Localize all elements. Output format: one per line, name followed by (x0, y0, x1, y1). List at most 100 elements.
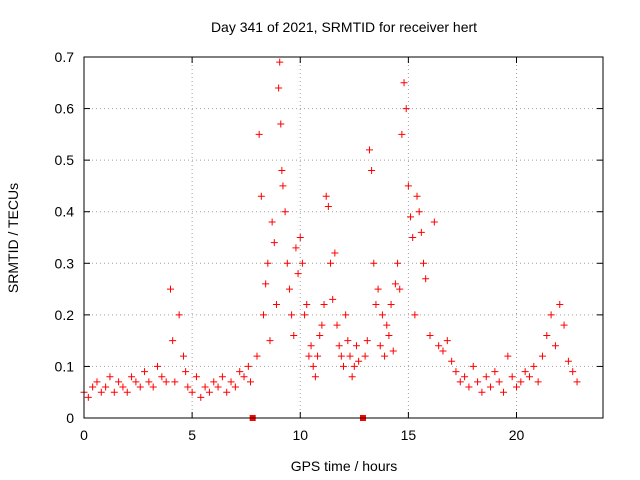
data-point (296, 234, 304, 241)
data-point (255, 130, 263, 138)
data-point (411, 311, 419, 319)
data-point (543, 331, 551, 339)
data-point (145, 378, 153, 386)
data-point (340, 362, 347, 370)
data-point (288, 311, 296, 319)
data-point (504, 352, 512, 360)
data-point (247, 378, 255, 386)
data-point (231, 383, 239, 391)
data-point (311, 373, 319, 381)
y-tick-label: 0.6 (55, 101, 75, 117)
data-point (413, 192, 421, 200)
data-point (136, 383, 144, 391)
plot-frame (83, 56, 604, 419)
data-point (303, 301, 311, 309)
data-point (318, 321, 326, 329)
data-point (409, 234, 417, 241)
data-point (439, 347, 447, 355)
data-point (240, 373, 248, 381)
data-point (547, 311, 555, 319)
data-point (175, 311, 183, 319)
data-point (307, 342, 315, 350)
data-point (262, 280, 270, 288)
data-point (337, 352, 345, 360)
data-point (331, 249, 339, 257)
y-tick-label: 0 (66, 410, 74, 426)
data-point (290, 331, 298, 339)
data-point (244, 362, 252, 370)
data-point (417, 228, 425, 236)
data-point (474, 378, 482, 386)
data-point (573, 378, 581, 386)
data-point (257, 192, 265, 200)
data-point (84, 393, 92, 401)
data-point (236, 368, 244, 376)
y-axis-label: SRMTID / TECUs (5, 183, 21, 293)
data-point (396, 285, 404, 293)
y-tick-label: 0.1 (55, 358, 75, 374)
data-point (102, 383, 110, 391)
data-point (443, 337, 451, 345)
data-point (214, 383, 222, 391)
data-point (391, 280, 399, 288)
data-point (201, 383, 209, 391)
data-point (188, 388, 196, 396)
data-point (281, 208, 289, 216)
data-point (569, 368, 577, 376)
data-point (141, 368, 149, 376)
data-point (253, 352, 261, 360)
data-point (167, 285, 174, 293)
data-point (363, 337, 371, 345)
data-point (301, 311, 309, 319)
data-point (350, 362, 358, 370)
data-point (197, 393, 205, 401)
data-point (278, 166, 286, 174)
data-point (314, 352, 322, 360)
data-point (218, 373, 226, 381)
data-point (435, 342, 443, 350)
data-point (344, 337, 352, 345)
data-point (93, 378, 101, 386)
data-point (268, 218, 276, 226)
data-point (346, 352, 354, 360)
data-point (538, 352, 546, 360)
data-point (259, 311, 267, 319)
data-point (277, 120, 285, 128)
data-point (270, 239, 278, 247)
x-tick-label: 20 (509, 427, 525, 443)
data-point (465, 383, 473, 391)
data-point (398, 130, 406, 138)
data-point (154, 362, 162, 370)
data-point (513, 383, 520, 391)
data-point (292, 244, 300, 252)
data-point (329, 295, 337, 303)
data-points (80, 58, 581, 401)
y-tick-label: 0.4 (55, 204, 75, 220)
data-point (316, 331, 324, 339)
data-point (205, 388, 213, 396)
data-point (517, 378, 525, 386)
data-point (361, 352, 369, 360)
data-point (368, 166, 376, 174)
data-point (426, 331, 434, 339)
data-point (508, 373, 516, 381)
data-point (456, 378, 464, 386)
data-point (342, 311, 350, 319)
data-point (378, 311, 386, 319)
data-point (227, 378, 235, 386)
data-point (564, 357, 572, 365)
data-point (279, 182, 287, 190)
axis-ticks: 0 0.1 0.2 0.3 0.4 0.5 0.6 0.7 0 5 10 15 20 (55, 49, 603, 443)
data-point (370, 259, 378, 267)
data-point (298, 259, 306, 267)
data-point (374, 285, 382, 293)
x-tick-label: 5 (188, 427, 196, 443)
data-point (372, 301, 380, 309)
data-point (348, 373, 356, 381)
data-point (333, 321, 341, 329)
data-point (385, 331, 393, 339)
data-point (495, 378, 503, 386)
data-point (376, 342, 384, 350)
data-point (448, 357, 456, 365)
x-tick-label: 10 (292, 427, 308, 443)
